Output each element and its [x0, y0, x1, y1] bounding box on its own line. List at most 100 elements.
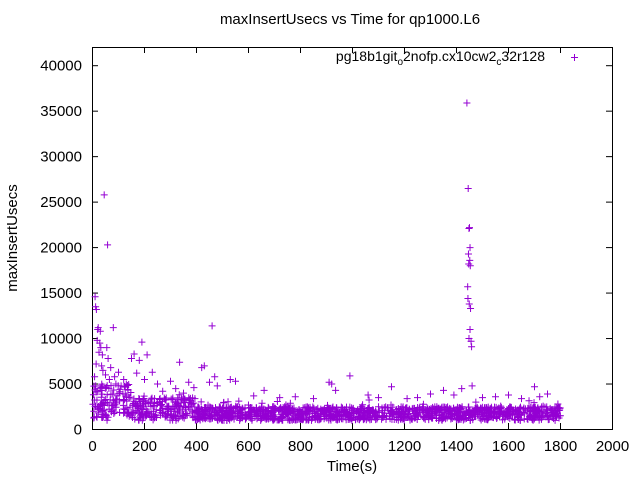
data-point [492, 393, 499, 401]
data-point [465, 260, 473, 268]
data-point [554, 400, 562, 408]
data-point [122, 392, 130, 400]
data-point [289, 405, 297, 413]
data-point [91, 293, 99, 301]
data-point [375, 394, 382, 402]
data-point [414, 403, 422, 411]
data-point [200, 414, 208, 422]
data-point [329, 403, 337, 411]
data-point [97, 344, 105, 352]
data-point [536, 411, 544, 419]
data-point [139, 396, 147, 404]
data-point [161, 413, 169, 421]
y-axis-ticks: 0 5000 10000 15000 20000 25000 30000 35000 40000 [40, 58, 612, 439]
data-point [230, 405, 238, 413]
data-point [93, 413, 101, 421]
data-point [176, 358, 184, 366]
data-point [414, 410, 422, 418]
data-point [226, 375, 234, 383]
y-axis-label: maxInsertUsecs [4, 184, 21, 292]
data-point [525, 397, 533, 405]
data-point [483, 416, 491, 424]
legend-label-part: pg18b1git [336, 48, 398, 64]
y-tick-label: 10000 [40, 331, 82, 348]
data-point [200, 362, 208, 370]
data-point [364, 404, 372, 412]
legend-label-part: 32r128 [501, 48, 545, 64]
data-point [493, 413, 501, 421]
data-point [208, 412, 216, 420]
data-point [345, 411, 353, 419]
data-point [520, 415, 528, 423]
legend-label-part: 2nofp.cx10cw2 [403, 48, 497, 64]
data-point [147, 395, 155, 403]
y-tick-label: 5000 [49, 376, 82, 393]
data-point [180, 402, 188, 410]
data-point [497, 402, 505, 410]
data-point [303, 415, 311, 423]
data-point [427, 413, 435, 421]
data-point [359, 401, 367, 409]
data-point [238, 412, 246, 420]
data-point [197, 398, 205, 406]
data-point [440, 386, 447, 394]
data-point [90, 407, 98, 415]
data-point [499, 416, 507, 424]
data-point [213, 382, 221, 390]
data-point [420, 406, 428, 414]
data-point [346, 372, 354, 380]
data-point [100, 191, 108, 199]
data-point [521, 409, 529, 417]
data-point [146, 398, 154, 406]
data-point [466, 411, 474, 419]
data-point [152, 406, 160, 414]
data-point [500, 411, 508, 419]
data-point [172, 416, 180, 424]
data-point [480, 410, 488, 418]
data-point [156, 401, 164, 409]
data-point [474, 405, 482, 413]
data-point [535, 407, 543, 415]
data-point [486, 409, 494, 417]
data-point [260, 405, 268, 413]
data-point [232, 377, 239, 385]
y-tick-label: 30000 [40, 149, 82, 166]
data-point [415, 405, 423, 413]
data-point [180, 389, 187, 397]
data-point [190, 384, 198, 392]
x-axis-ticks: 0 200 400 600 800 1000 1200 1400 1600 1800 2000 [88, 47, 629, 455]
x-tick-label: 2000 [596, 438, 629, 455]
data-point [123, 381, 131, 389]
data-point [383, 404, 391, 412]
data-point [252, 404, 260, 412]
data-point [189, 412, 197, 420]
data-point [289, 415, 297, 423]
data-point [124, 409, 132, 417]
data-point [543, 408, 551, 416]
data-point [483, 406, 491, 414]
data-point [105, 401, 113, 409]
data-point [102, 371, 109, 379]
legend-marker [571, 54, 578, 61]
data-point [466, 325, 474, 333]
data-point [213, 410, 221, 418]
data-point [378, 406, 386, 414]
data-point [233, 413, 241, 421]
data-point [464, 184, 472, 192]
data-point [458, 414, 466, 422]
data-point [277, 415, 285, 423]
data-point [468, 382, 476, 390]
data-point [468, 343, 476, 351]
data-point [98, 390, 106, 398]
data-point [275, 407, 283, 415]
data-point [467, 337, 475, 345]
data-point [155, 398, 163, 406]
data-point [115, 368, 122, 376]
data-point [201, 414, 209, 422]
data-point [404, 410, 412, 418]
data-point [110, 386, 118, 394]
data-point [366, 416, 374, 424]
data-point [505, 391, 512, 399]
data-point [191, 395, 199, 403]
data-point [122, 380, 130, 388]
